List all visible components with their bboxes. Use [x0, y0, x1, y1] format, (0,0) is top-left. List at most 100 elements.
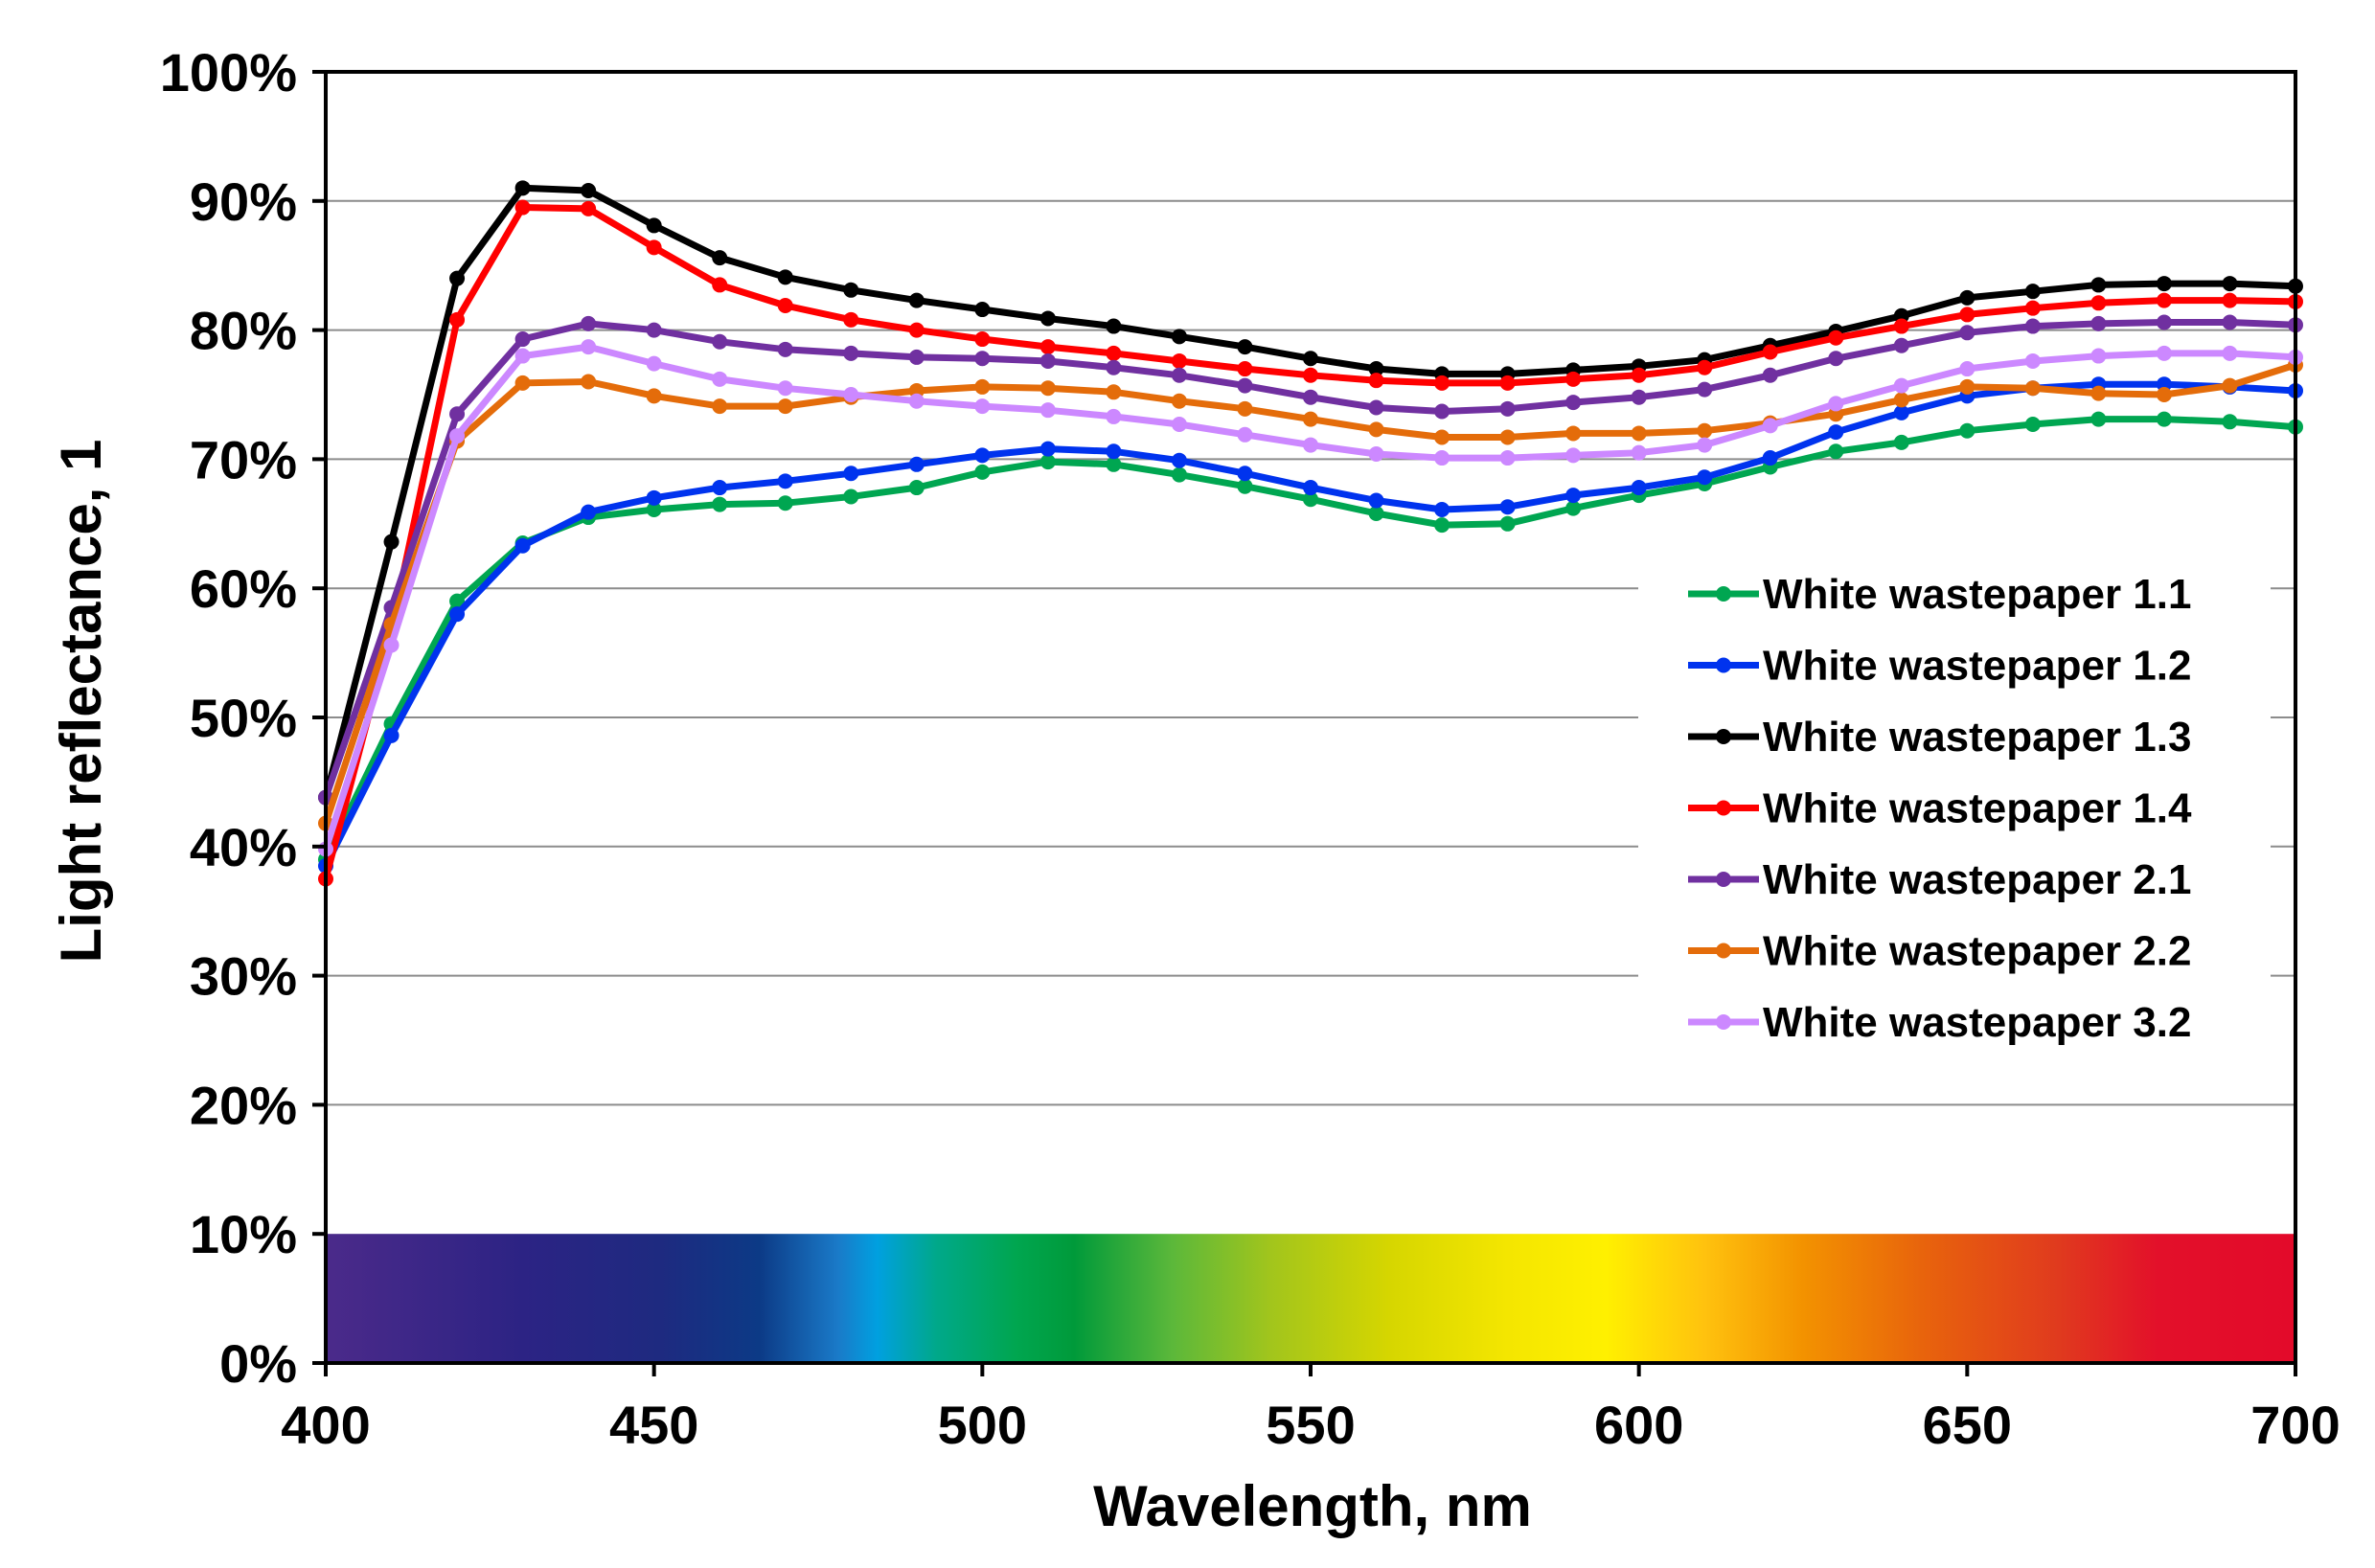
- legend-label-5: White wastepaper 2.1: [1763, 856, 2191, 903]
- series-4-point-490: [908, 322, 925, 338]
- series-4-point-550: [1303, 367, 1318, 383]
- series-7-point-560: [1368, 446, 1384, 463]
- series-6-point-690: [2222, 377, 2238, 394]
- series-6-point-430: [514, 375, 531, 391]
- series-7-point-480: [843, 387, 859, 402]
- series-5-point-470: [777, 341, 793, 357]
- series-4-point-520: [1106, 345, 1122, 361]
- series-6-point-670: [2090, 385, 2107, 401]
- series-7-point-660: [2024, 352, 2041, 369]
- y-tick-label-4: 40%: [190, 817, 297, 877]
- series-6-point-640: [1893, 392, 1909, 408]
- series-4-point-620: [1762, 344, 1778, 360]
- series-2-point-460: [712, 480, 728, 496]
- series-4-point-630: [1828, 330, 1844, 346]
- legend-entry-1: White wastepaper 1.1: [1688, 571, 2191, 618]
- visible-spectrum-band: [326, 1234, 2295, 1363]
- series-7-point-570: [1434, 450, 1450, 466]
- series-4-point-660: [2024, 300, 2041, 316]
- series-3-point-650: [1959, 289, 1975, 306]
- y-tick-label-0: 0%: [219, 1333, 297, 1394]
- legend-label-2: White wastepaper 1.2: [1763, 643, 2191, 690]
- series-1-point-560: [1368, 506, 1384, 522]
- series-1-point-540: [1237, 478, 1253, 494]
- series-5-point-550: [1303, 389, 1318, 405]
- legend-label-7: White wastepaper 3.2: [1763, 999, 2191, 1046]
- series-2-point-450: [646, 489, 662, 506]
- series-4-point-590: [1565, 371, 1582, 387]
- series-2-point-490: [908, 456, 925, 472]
- series-3: [318, 180, 2303, 806]
- series-1-point-450: [646, 501, 662, 517]
- series-7-point-620: [1762, 418, 1778, 434]
- series-7-point-460: [712, 371, 728, 387]
- series-1-point-690: [2222, 414, 2238, 430]
- series-2-point-510: [1039, 441, 1056, 457]
- series-1-point-420: [449, 593, 466, 609]
- y-tick-label-10: 100%: [160, 42, 297, 102]
- series-1-point-640: [1893, 434, 1909, 450]
- legend-marker-7: [1716, 1014, 1731, 1030]
- x-tick-label-3: 550: [1266, 1395, 1355, 1455]
- series-5-point-560: [1368, 399, 1384, 416]
- series-6-point-470: [777, 398, 793, 415]
- legend-label-4: White wastepaper 1.4: [1763, 785, 2192, 832]
- legend-entry-3: White wastepaper 1.3: [1688, 714, 2191, 761]
- series-3-point-530: [1171, 329, 1187, 345]
- series-7-point-410: [383, 637, 400, 653]
- series-6-point-610: [1697, 422, 1713, 439]
- series-5-point-530: [1171, 367, 1187, 383]
- legend-label-1: White wastepaper 1.1: [1763, 571, 2191, 618]
- series-3-point-480: [843, 282, 859, 298]
- series-3-point-690: [2222, 276, 2238, 292]
- x-tick-label-2: 500: [938, 1395, 1027, 1455]
- series-7-point-680: [2156, 345, 2172, 361]
- series-2-point-540: [1237, 466, 1253, 482]
- series-2-point-410: [383, 727, 400, 743]
- series-3-point-450: [646, 217, 662, 234]
- series-2: [318, 376, 2303, 875]
- series-5-point-430: [514, 331, 531, 348]
- series-5-point-460: [712, 333, 728, 350]
- series-7-point-590: [1565, 447, 1582, 464]
- legend-marker-4: [1716, 800, 1731, 816]
- series-5-point-500: [974, 351, 991, 367]
- series-4-point-670: [2090, 295, 2107, 311]
- series-6-point-450: [646, 388, 662, 404]
- series-5-point-540: [1237, 377, 1253, 394]
- series-6-point-590: [1565, 425, 1582, 442]
- series-7-point-450: [646, 355, 662, 372]
- series-4-point-650: [1959, 307, 1975, 323]
- series-4-point-530: [1171, 352, 1187, 369]
- y-tick-label-7: 70%: [190, 429, 297, 489]
- x-tick-label-0: 400: [281, 1395, 370, 1455]
- legend-label-6: White wastepaper 2.2: [1763, 928, 2191, 975]
- series-5-point-570: [1434, 403, 1450, 420]
- series-2-point-590: [1565, 488, 1582, 504]
- series-7-point-520: [1106, 408, 1122, 424]
- series-4-point-470: [777, 297, 793, 313]
- series-5-point-520: [1106, 359, 1122, 375]
- y-tick-label-6: 60%: [190, 558, 297, 619]
- series-5-point-690: [2222, 314, 2238, 330]
- legend-marker-1: [1716, 586, 1731, 602]
- series-1-point-530: [1171, 466, 1187, 483]
- series-3-point-430: [514, 180, 531, 196]
- series-5-point-610: [1697, 381, 1713, 398]
- series-6-point-600: [1631, 425, 1647, 442]
- series-6-point-500: [974, 378, 991, 395]
- y-tick-label-9: 90%: [190, 171, 297, 232]
- series-2-point-480: [843, 466, 859, 482]
- series-1: [318, 411, 2303, 868]
- series-4-point-640: [1893, 318, 1909, 334]
- y-tick-label-3: 30%: [190, 946, 297, 1007]
- series-4-point-450: [646, 239, 662, 256]
- series-3-point-470: [777, 269, 793, 285]
- y-tick-label-1: 10%: [190, 1204, 297, 1264]
- y-tick-label-2: 20%: [190, 1075, 297, 1135]
- series-5-point-650: [1959, 325, 1975, 341]
- legend-entry-2: White wastepaper 1.2: [1688, 643, 2191, 690]
- series-4-point-480: [843, 311, 859, 328]
- legend-label-3: White wastepaper 1.3: [1763, 714, 2191, 761]
- legend-marker-5: [1716, 872, 1731, 887]
